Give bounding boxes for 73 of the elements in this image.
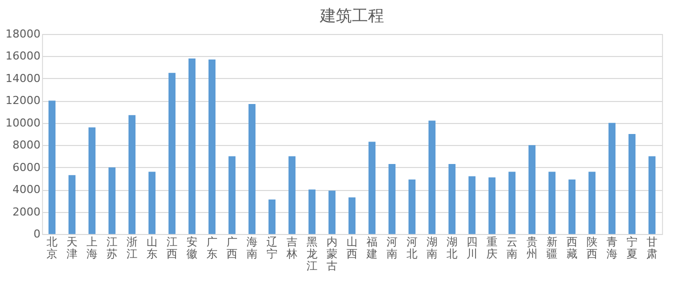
x-tick-label: 浙江 [126,236,138,260]
x-tick-label: 上海 [86,236,98,260]
x-tick-label: 海南 [246,236,258,260]
x-tick-label: 安徽 [186,236,198,260]
x-tick-label: 山西 [346,236,358,260]
bar [548,172,556,234]
y-tick-label: 18000 [6,28,40,40]
bar [648,156,656,234]
y-tick-label: 2000 [12,205,40,218]
x-tick-label: 西藏 [566,236,578,260]
x-tick-label: 广东 [206,236,218,260]
bar [188,58,196,234]
x-tick-label: 湖北 [446,236,458,260]
bar [308,190,316,234]
bar [608,122,616,234]
x-tick-label: 湖南 [426,236,438,260]
bar [428,120,436,234]
x-tick-label: 吉林 [286,236,298,260]
bar [168,72,176,234]
bar [508,172,516,234]
y-tick-label: 6000 [12,160,40,174]
bar [368,142,376,234]
y-tick-label: 10000 [6,116,40,130]
bar [448,164,456,234]
bar [388,164,396,234]
y-tick-label: 12000 [6,94,40,108]
bar [468,176,476,234]
bar [328,190,336,234]
x-tick-label: 福建 [366,236,378,260]
x-tick-label: 广西 [226,236,238,260]
x-tick-label: 内蒙古 [326,236,338,272]
x-tick-label: 贵州 [526,236,538,260]
x-tick-label: 天津 [66,236,78,260]
x-tick-label: 陕西 [586,236,598,260]
x-tick-label: 河北 [406,236,418,260]
bar [568,180,576,234]
bar [248,104,256,234]
x-tick-label: 宁夏 [626,236,638,260]
bar [488,177,496,234]
bar [108,167,116,234]
y-tick-label: 8000 [12,138,40,152]
x-tick-label: 黑龙江 [306,236,318,272]
bar [208,60,216,234]
x-tick-label: 重庆 [486,236,498,260]
y-tick-label: 4000 [12,183,40,196]
bar [228,156,236,234]
bar [628,134,636,234]
x-tick-label: 云南 [506,236,518,260]
chart-title: 建筑工程 [319,6,384,25]
x-tick-label: 北京 [46,236,58,260]
y-tick-label: 14000 [6,72,40,85]
bar [48,100,56,234]
bar [128,115,136,234]
x-tick-label: 河南 [386,236,398,260]
bar [348,197,356,234]
bar [588,172,596,234]
x-tick-label: 江苏 [106,236,118,260]
bar [408,180,416,234]
bar [68,175,76,234]
x-tick-label: 江西 [166,236,178,260]
x-tick-label: 四川 [466,236,478,260]
x-tick-label: 甘肃 [646,236,658,260]
y-tick-label: 0 [34,228,40,240]
x-tick-label: 青海 [606,236,618,260]
bar [268,200,276,234]
x-tick-label: 新疆 [546,236,558,260]
bar [148,172,156,234]
y-tick-label: 16000 [6,50,40,63]
bar [528,145,536,234]
x-tick-label: 山东 [146,236,158,260]
bar [288,156,296,234]
bar [88,127,96,234]
x-tick-label: 辽宁 [266,236,278,260]
